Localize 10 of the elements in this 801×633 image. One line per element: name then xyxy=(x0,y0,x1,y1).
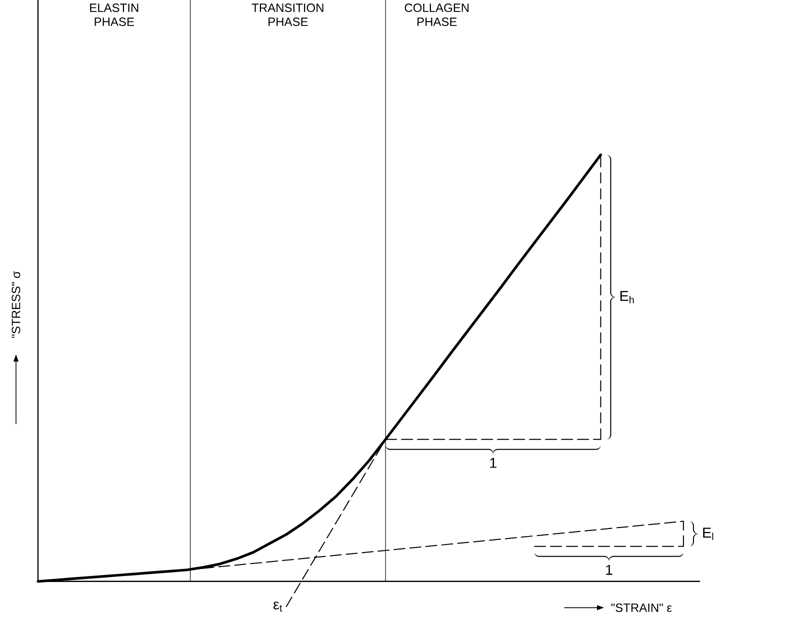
y-axis-title: "STRESS" σ xyxy=(12,271,20,338)
annotation: 1 xyxy=(490,458,496,468)
annotation: 1 xyxy=(606,564,612,575)
x-axis-title: "STRAIN" ε xyxy=(611,603,672,612)
text: ELASTIN PHASE xyxy=(90,4,138,26)
text: TRANSITION PHASE xyxy=(252,4,324,26)
text: COLLAGEN PHASE xyxy=(404,4,469,26)
annotation: E$_{h}$ xyxy=(620,290,634,304)
annotation: ε$_{t}$ xyxy=(274,602,282,612)
text: E$_{l}$ xyxy=(703,528,714,540)
